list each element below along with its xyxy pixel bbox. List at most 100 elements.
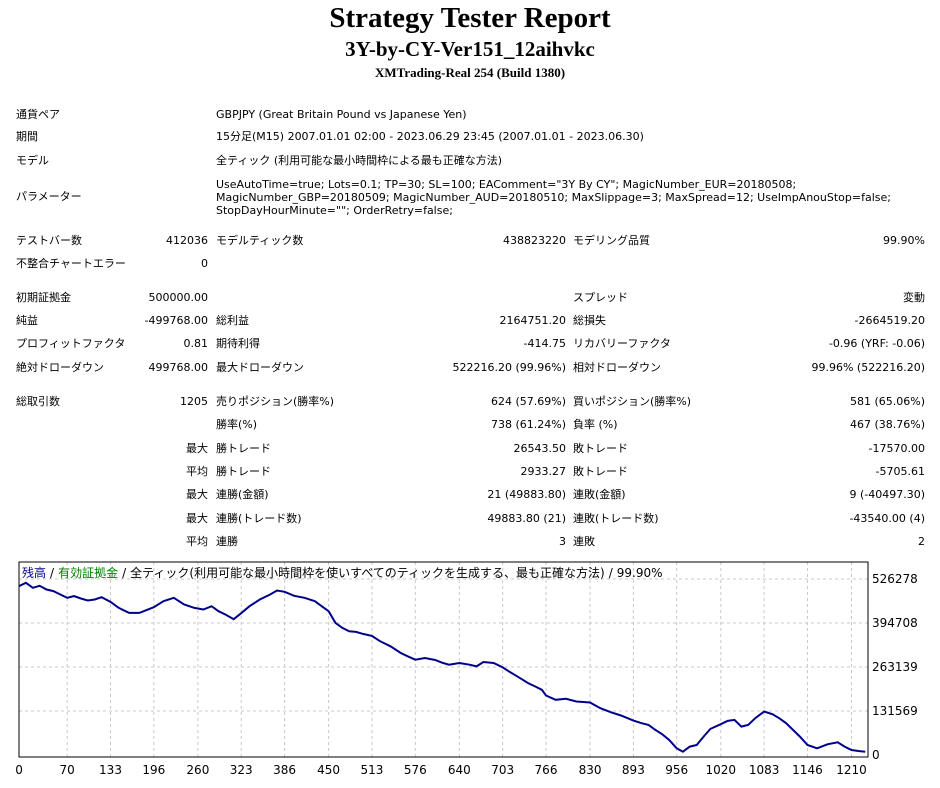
largest-win-value: 26543.50 [513, 442, 567, 455]
server-name: XMTrading-Real 254 (Build 1380) [374, 65, 566, 80]
avg-win-label: 勝トレード [216, 465, 271, 478]
x-tick-label: 766 [535, 763, 558, 777]
rel-dd-value: 99.96% (522216.20) [811, 361, 925, 374]
legend-sep-3: / [609, 566, 614, 580]
y-tick-label: 394708 [872, 616, 918, 630]
avg-cons-win-label: 連勝 [216, 535, 238, 548]
quality-value: 99.90% [883, 234, 925, 247]
mismatch-value: 0 [201, 257, 208, 270]
balance-chart-svg: 0 131569 263139 394708 526278 0 70 133 196 260 32… [15, 561, 918, 777]
y-tick-label: 526278 [872, 572, 918, 586]
x-tick-label: 133 [99, 763, 122, 777]
y-tick-label: 0 [872, 748, 880, 762]
x-tick-label: 323 [230, 763, 253, 777]
gross-loss-label: 総損失 [573, 314, 606, 327]
bars-label: テストバー数 [16, 234, 82, 247]
rel-dd-label: 相対ドローダウン [573, 361, 661, 374]
avg-label-2: 平均 [186, 535, 208, 548]
chart-grid [18, 562, 868, 757]
cons-loss-label: 連敗(トレード数) [573, 512, 659, 525]
cons-loss-value: -43540.00 (4) [849, 512, 925, 525]
report-title: Strategy Tester Report [329, 2, 611, 34]
legend-equity: 有効証拠金 [58, 565, 118, 580]
cons-losses-label: 連敗(金額) [573, 488, 626, 501]
x-tick-label: 893 [622, 763, 645, 777]
params-value: UseAutoTime=true; Lots=0.1; TP=30; SL=10… [216, 178, 891, 217]
x-tick-label: 196 [142, 763, 165, 777]
period-label: 期間 [16, 130, 38, 143]
x-tick-label: 450 [317, 763, 340, 777]
x-tick-labels: 0 70 133 196 260 323 386 450 513 576 640 703 766 830 8… [15, 763, 867, 777]
recovery-label: リカバリーファクタ [573, 337, 671, 350]
x-tick-label: 576 [404, 763, 427, 777]
spread-value: 変動 [903, 291, 925, 304]
avg-label-1: 平均 [186, 465, 208, 478]
balance-chart: 0 131569 263139 394708 526278 0 70 133 196 260 32… [15, 561, 940, 784]
x-tick-label: 956 [665, 763, 688, 777]
x-tick-label: 1210 [836, 763, 867, 777]
y-tick-labels: 0 131569 263139 394708 526278 [872, 572, 918, 762]
max-label-3: 最大 [186, 512, 208, 525]
abs-dd-label: 絶対ドローダウン [16, 361, 104, 374]
quality-label: モデリング品質 [573, 234, 650, 247]
pf-value: 0.81 [183, 337, 209, 350]
deposit-value: 500000.00 [148, 291, 209, 304]
avg-loss-value: -5705.61 [875, 465, 925, 478]
x-tick-label: 1020 [705, 763, 736, 777]
x-tick-label: 1146 [792, 763, 823, 777]
max-label-1: 最大 [186, 442, 208, 455]
gross-loss-value: -2664519.20 [854, 314, 925, 327]
max-dd-label: 最大ドローダウン [216, 361, 304, 374]
max-dd-value: 522216.20 (99.96%) [452, 361, 566, 374]
legend-sep-2: / [122, 566, 127, 580]
x-tick-label: 0 [16, 763, 23, 777]
ticks-label: モデルティック数 [216, 234, 304, 247]
legend-balance: 残高 [22, 565, 46, 580]
gross-profit-value: 2164751.20 [499, 314, 566, 327]
short-label: 売りポジション(勝率%) [216, 395, 335, 408]
period-value: 15分足(M15) 2007.01.01 02:00 - 2023.06.29 … [216, 130, 644, 143]
model-value: 全ティック (利用可能な最小時間枠による最も正確な方法) [216, 154, 503, 167]
cons-losses-value: 9 (-40497.30) [849, 488, 925, 501]
largest-loss-label: 敗トレード [573, 442, 628, 455]
cons-profit-value: 49883.80 (21) [487, 512, 566, 525]
x-tick-label: 260 [186, 763, 209, 777]
long-label: 買いポジション(勝率%) [573, 395, 692, 408]
bars-value: 412036 [166, 234, 208, 247]
gross-profit-label: 総利益 [216, 314, 249, 327]
params-label: パラメーター [16, 190, 82, 203]
avg-cons-loss-label: 連敗 [573, 535, 595, 548]
x-tick-label: 640 [448, 763, 471, 777]
x-tick-label: 1083 [749, 763, 780, 777]
avg-loss-label: 敗トレード [573, 465, 628, 478]
y-tick-label: 263139 [872, 660, 918, 674]
max-label-2: 最大 [186, 488, 208, 501]
largest-loss-value: -17570.00 [868, 442, 925, 455]
avg-cons-loss-value: 2 [918, 535, 925, 548]
net-label: 純益 [16, 314, 38, 327]
mismatch-label: 不整合チャートエラー [16, 257, 126, 270]
symbol-label: 通貨ペア [16, 108, 60, 121]
net-value: -499768.00 [144, 314, 208, 327]
total-label: 総取引数 [16, 395, 60, 408]
loss-label: 負率 (%) [573, 418, 618, 431]
win-label: 勝率(%) [216, 418, 258, 431]
legend-quality: 99.90% [617, 566, 663, 580]
avg-win-value: 2933.27 [520, 465, 567, 478]
cons-wins-value: 21 (49883.80) [487, 488, 566, 501]
legend-sep-1: / [50, 566, 55, 580]
chart-frame [18, 561, 869, 758]
legend-model: 全ティック(利用可能な最小時間枠を使いすべてのティックを生成する、最も正確な方法… [130, 565, 605, 580]
chart-legend: 残高 / 有効証拠金 / 全ティック(利用可能な最小時間枠を使いすべてのティックを生成す… [22, 565, 663, 580]
model-label: モデル [16, 154, 49, 167]
recovery-value: -0.96 (YRF: -0.06) [828, 337, 925, 350]
spread-label: スプレッド [573, 291, 628, 304]
x-tick-label: 830 [579, 763, 602, 777]
total-value: 1205 [180, 395, 208, 408]
x-tick-label: 703 [491, 763, 514, 777]
symbol-value: GBPJPY (Great Britain Pound vs Japanese … [216, 108, 467, 121]
cons-wins-label: 連勝(金額) [216, 488, 269, 501]
report-subtitle: 3Y-by-CY-Ver151_12aihvkc [345, 37, 595, 61]
balance-series-line [18, 581, 866, 753]
pf-label: プロフィットファクタ [16, 337, 126, 350]
